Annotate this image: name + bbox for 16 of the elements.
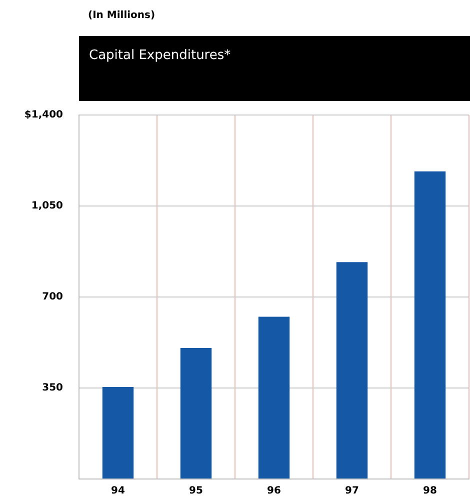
- bar: [336, 262, 368, 478]
- x-tick-label: 96: [267, 486, 281, 497]
- bar: [258, 316, 290, 478]
- y-tick-label: $1,400: [24, 110, 64, 121]
- chart-subtitle: (In Millions): [88, 10, 156, 21]
- bar: [102, 386, 134, 478]
- y-tick-label: 1,050: [31, 200, 64, 212]
- bar: [414, 171, 446, 478]
- x-tick-label: 95: [189, 486, 203, 497]
- bar: [180, 348, 212, 478]
- y-tick-label: 350: [42, 382, 64, 394]
- chart-title: Capital Expenditures*: [79, 36, 470, 101]
- y-tick-label: 700: [42, 292, 64, 303]
- x-tick-label: 98: [423, 486, 437, 497]
- x-tick-label: 94: [111, 486, 125, 497]
- x-tick-label: 97: [345, 486, 359, 497]
